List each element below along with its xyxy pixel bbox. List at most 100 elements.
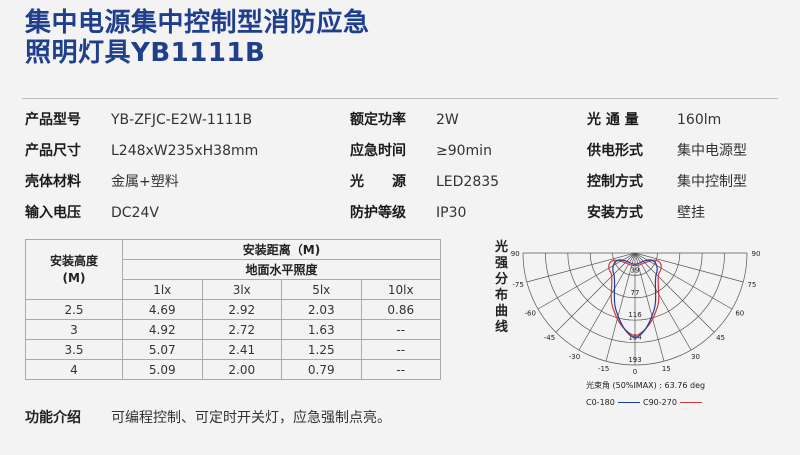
table-row: 4 5.09 2.00 0.79 -- (25, 359, 441, 380)
function-label: 功能介绍 (25, 410, 81, 426)
table-cell: 2.00 (201, 359, 282, 380)
polar-spoke (578, 252, 636, 351)
spec-value: LED2835 (436, 174, 500, 190)
table-cell: 0.79 (281, 359, 362, 380)
angle-label: 30 (691, 353, 700, 361)
spec-label: 安装方式 (587, 205, 643, 221)
table-cell: 1.63 (281, 319, 362, 340)
polar-grid (522, 252, 748, 366)
height-header: 安装高度 (M) (25, 239, 123, 300)
angle-label: 60 (735, 310, 744, 318)
table-cell: 2.5 (25, 299, 123, 320)
title-line-1: 集中电源集中控制型消防应急 (25, 8, 370, 38)
table-cell: 0.86 (360, 299, 441, 320)
spec-label: 供电形式 (587, 143, 643, 159)
legend-c90-270: C90-270 (643, 398, 702, 407)
radial-label: 39 (631, 266, 640, 274)
spec-value: IP30 (436, 205, 467, 221)
beam-angle-label: 光束角 (50%IMAX) : 63.76 deg (586, 381, 706, 390)
spec-value: ≥90min (436, 143, 492, 159)
illuminance-header: 地面水平照度 (122, 259, 441, 280)
table-cell: 1.25 (281, 339, 362, 360)
spec-label: 应急时间 (350, 143, 406, 159)
spec-label: 产品型号 (25, 112, 81, 128)
table-cell: 5.07 (122, 339, 203, 360)
table-cell: 2.72 (201, 319, 282, 340)
polar-spoke (537, 252, 636, 310)
polar-spoke (634, 252, 692, 351)
spec-label: 防护等级 (350, 205, 406, 221)
title-line-2: 照明灯具YB1111B (25, 38, 266, 68)
table-cell: 3.5 (25, 339, 123, 360)
curve-title: 光强分布曲线 (495, 240, 509, 335)
product-title: 集中电源集中控制型消防应急 照明灯具YB1111B (25, 8, 370, 68)
table-cell: 3 (25, 319, 123, 340)
angle-label: -60 (524, 310, 535, 318)
spec-value: 壁挂 (677, 205, 705, 221)
spec-value: 160lm (677, 112, 722, 128)
spec-label: 产品尺寸 (25, 143, 81, 159)
table-cell: 4.69 (122, 299, 203, 320)
polar-spoke (634, 252, 715, 333)
table-row: 2.5 4.69 2.92 2.03 0.86 (25, 299, 441, 320)
legend-swatch (617, 402, 640, 403)
table-row: 3 4.92 2.72 1.63 -- (25, 319, 441, 340)
spec-label: 壳体材料 (25, 174, 81, 190)
spec-value: 2W (436, 112, 459, 128)
divider (22, 98, 778, 99)
angle-label: -15 (598, 365, 609, 373)
radial-label: 193 (628, 356, 641, 364)
curve-c90-270 (608, 259, 662, 337)
angle-label: 75 (747, 281, 756, 289)
angle-label: -45 (544, 334, 555, 342)
angle-label: -75 (512, 281, 523, 289)
spec-value: 集中控制型 (677, 174, 747, 190)
legend-label: C90-270 (643, 398, 677, 407)
table-cell: 2.03 (281, 299, 362, 320)
table-cell: 5.09 (122, 359, 203, 380)
polar-curve-diagram: -90-75-60-45-30-150153045607590397711615… (510, 250, 760, 376)
spec-value: 集中电源型 (677, 143, 747, 159)
table-cell: 4 (25, 359, 123, 380)
column-header: 5lx (281, 279, 362, 300)
spec-value: YB-ZFJC-E2W-1111B (111, 112, 253, 128)
function-value: 可编程控制、可定时开关灯，应急强制点亮。 (111, 410, 391, 426)
legend-label: C0-180 (586, 398, 615, 407)
spec-value: 金属+塑料 (111, 174, 179, 190)
polar-spoke (526, 252, 636, 283)
spec-label: 输入电压 (25, 205, 81, 221)
angle-label: -30 (569, 353, 580, 361)
distance-header: 安装距离（M) (122, 239, 441, 260)
angle-label: 0 (633, 368, 637, 376)
polar-labels: -90-75-60-45-30-150153045607590397711615… (510, 250, 760, 376)
table-cell: 2.92 (201, 299, 282, 320)
angle-label: 90 (752, 250, 760, 258)
spec-value: DC24V (111, 205, 159, 221)
table-cell: -- (360, 319, 441, 340)
radial-label: 116 (628, 311, 642, 319)
column-header: 1lx (122, 279, 203, 300)
column-header: 10lx (360, 279, 441, 300)
spec-label: 额定功率 (350, 112, 406, 128)
table-cell: 4.92 (122, 319, 203, 340)
polar-spoke (634, 252, 665, 362)
column-header: 3lx (201, 279, 282, 300)
radial-label: 77 (631, 289, 640, 297)
curve-c0-180 (612, 259, 658, 339)
table-cell: 2.41 (201, 339, 282, 360)
polar-spoke (634, 252, 744, 283)
distance-table: 安装高度 (M) 安装距离（M) 地面水平照度 1lx 3lx 5lx 10lx… (25, 239, 441, 380)
table-cell: -- (360, 339, 441, 360)
polar-spoke (605, 252, 636, 362)
legend-swatch (679, 402, 702, 403)
legend-c0-180: C0-180 (586, 398, 640, 407)
angle-label: 45 (716, 334, 725, 342)
table-row: 3.5 5.07 2.41 1.25 -- (25, 339, 441, 360)
spec-label: 控制方式 (587, 174, 643, 190)
spec-label: 光 通 量 (587, 112, 639, 128)
spec-value: L248xW235xH38mm (111, 143, 259, 159)
angle-label: 15 (662, 365, 671, 373)
polar-spoke (634, 252, 733, 310)
table-cell: -- (360, 359, 441, 380)
spec-label: 光 源 (350, 174, 406, 190)
